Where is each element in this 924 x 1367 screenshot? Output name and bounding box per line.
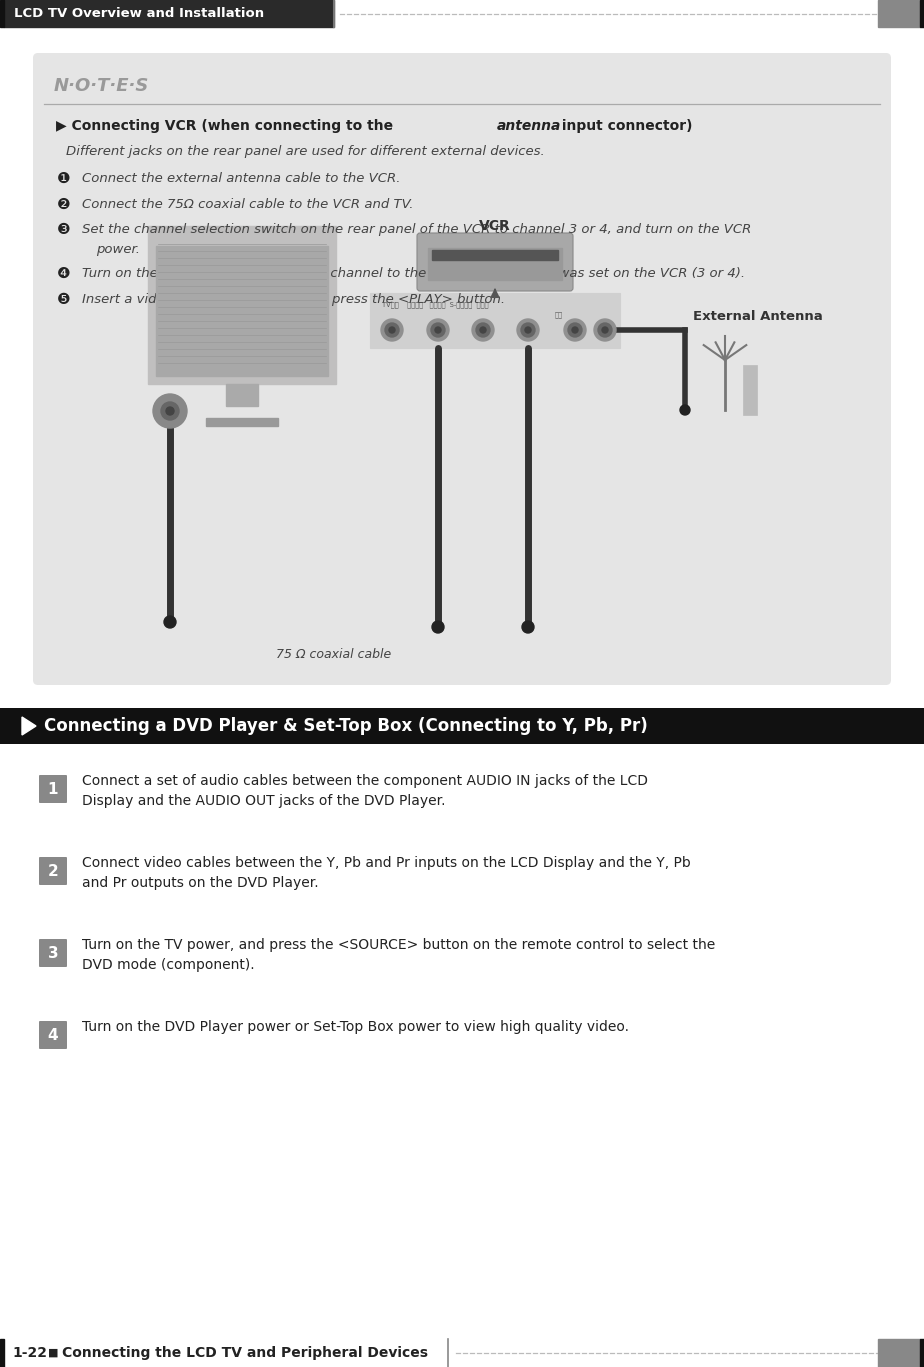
Text: TV연결    음성출력   영상출력  S-영상출력  안테나: TV연결 음성출력 영상출력 S-영상출력 안테나: [382, 302, 489, 309]
Bar: [0, 1340, 924, 1367]
Bar: [428, 247, 562, 280]
Circle shape: [381, 319, 403, 340]
Bar: [148, 226, 336, 384]
Circle shape: [432, 621, 444, 633]
Text: input connector): input connector): [557, 119, 692, 133]
Text: Turn on the DVD Player power or Set-Top Box power to view high quality video.: Turn on the DVD Player power or Set-Top …: [82, 1020, 629, 1033]
Text: 4: 4: [48, 1028, 58, 1043]
Bar: [206, 418, 278, 427]
Circle shape: [568, 323, 582, 338]
FancyBboxPatch shape: [417, 232, 573, 291]
Text: antenna: antenna: [497, 119, 562, 133]
Bar: [920, 1340, 924, 1367]
Circle shape: [164, 617, 176, 627]
Bar: [878, 0, 920, 27]
Circle shape: [598, 323, 612, 338]
Circle shape: [680, 405, 690, 416]
Text: Connect a set of audio cables between the component AUDIO IN jacks of the LCD: Connect a set of audio cables between th…: [82, 774, 648, 787]
Text: ❷: ❷: [57, 197, 71, 212]
Circle shape: [472, 319, 494, 340]
FancyBboxPatch shape: [39, 1021, 67, 1048]
Text: Insert a video tape into the VCR, and press the <PLAY> button.: Insert a video tape into the VCR, and pr…: [82, 294, 505, 306]
Text: LCD TV Overview and Installation: LCD TV Overview and Installation: [14, 7, 264, 21]
Bar: [156, 246, 328, 376]
Text: Turn on the TV power, and press the <SOURCE> button on the remote control to sel: Turn on the TV power, and press the <SOU…: [82, 938, 715, 951]
Text: ❸: ❸: [57, 223, 71, 238]
Polygon shape: [22, 718, 36, 735]
Text: ■: ■: [48, 1348, 58, 1357]
FancyBboxPatch shape: [39, 857, 67, 884]
Text: 1: 1: [48, 782, 58, 797]
Text: 3: 3: [48, 946, 58, 961]
Text: and Pr outputs on the DVD Player.: and Pr outputs on the DVD Player.: [82, 876, 319, 890]
Text: VCR: VCR: [480, 219, 511, 232]
Text: ❺: ❺: [57, 293, 71, 308]
Text: Connecting the LCD TV and Peripheral Devices: Connecting the LCD TV and Peripheral Dev…: [62, 1346, 428, 1360]
Text: Display and the AUDIO OUT jacks of the DVD Player.: Display and the AUDIO OUT jacks of the D…: [82, 794, 445, 808]
Bar: [370, 293, 620, 349]
Circle shape: [480, 327, 486, 334]
Text: power.: power.: [96, 242, 140, 256]
Bar: [920, 0, 924, 27]
FancyBboxPatch shape: [33, 53, 891, 685]
Circle shape: [517, 319, 539, 340]
Bar: [4, 0, 334, 27]
Circle shape: [385, 323, 399, 338]
Circle shape: [594, 319, 616, 340]
Circle shape: [602, 327, 608, 334]
Text: Turn on the TV power and switch the channel to the same channel that was set on : Turn on the TV power and switch the chan…: [82, 267, 745, 279]
Text: DVD mode (component).: DVD mode (component).: [82, 958, 255, 972]
Circle shape: [525, 327, 531, 334]
Text: Connect the external antenna cable to the VCR.: Connect the external antenna cable to th…: [82, 171, 400, 185]
Text: Different jacks on the rear panel are used for different external devices.: Different jacks on the rear panel are us…: [66, 145, 545, 157]
Text: ❶: ❶: [57, 171, 71, 186]
Text: 1-22: 1-22: [12, 1346, 47, 1360]
Circle shape: [435, 327, 441, 334]
Text: Connecting a DVD Player & Set-Top Box (Connecting to Y, Pb, Pr): Connecting a DVD Player & Set-Top Box (C…: [44, 718, 648, 735]
Circle shape: [572, 327, 578, 334]
Circle shape: [161, 402, 179, 420]
Bar: [878, 1340, 920, 1367]
Text: Connect video cables between the Y, Pb and Pr inputs on the LCD Display and the : Connect video cables between the Y, Pb a…: [82, 856, 691, 869]
Text: ▶ Connecting VCR (when connecting to the: ▶ Connecting VCR (when connecting to the: [56, 119, 398, 133]
FancyBboxPatch shape: [39, 775, 67, 802]
Bar: [743, 365, 757, 416]
Bar: [0, 0, 4, 27]
Bar: [0, 1340, 4, 1367]
Circle shape: [153, 394, 187, 428]
Circle shape: [564, 319, 586, 340]
Circle shape: [431, 323, 445, 338]
Text: External Antenna: External Antenna: [693, 309, 822, 323]
Circle shape: [476, 323, 490, 338]
Text: Set the channel selection switch on the rear panel of the VCR to channel 3 or 4,: Set the channel selection switch on the …: [82, 223, 751, 236]
Text: 입력: 입력: [555, 312, 563, 319]
Circle shape: [522, 621, 534, 633]
Circle shape: [166, 407, 174, 416]
Text: ❹: ❹: [57, 265, 71, 280]
FancyBboxPatch shape: [39, 939, 67, 966]
Text: N·O·T·E·S: N·O·T·E·S: [54, 77, 150, 94]
Text: Connect the 75Ω coaxial cable to the VCR and TV.: Connect the 75Ω coaxial cable to the VCR…: [82, 197, 414, 211]
FancyBboxPatch shape: [0, 708, 924, 744]
Text: 75 Ω coaxial cable: 75 Ω coaxial cable: [276, 648, 392, 660]
Circle shape: [521, 323, 535, 338]
Text: 2: 2: [48, 864, 58, 879]
Bar: [226, 384, 258, 406]
Circle shape: [427, 319, 449, 340]
Bar: [432, 250, 558, 260]
Circle shape: [389, 327, 395, 334]
